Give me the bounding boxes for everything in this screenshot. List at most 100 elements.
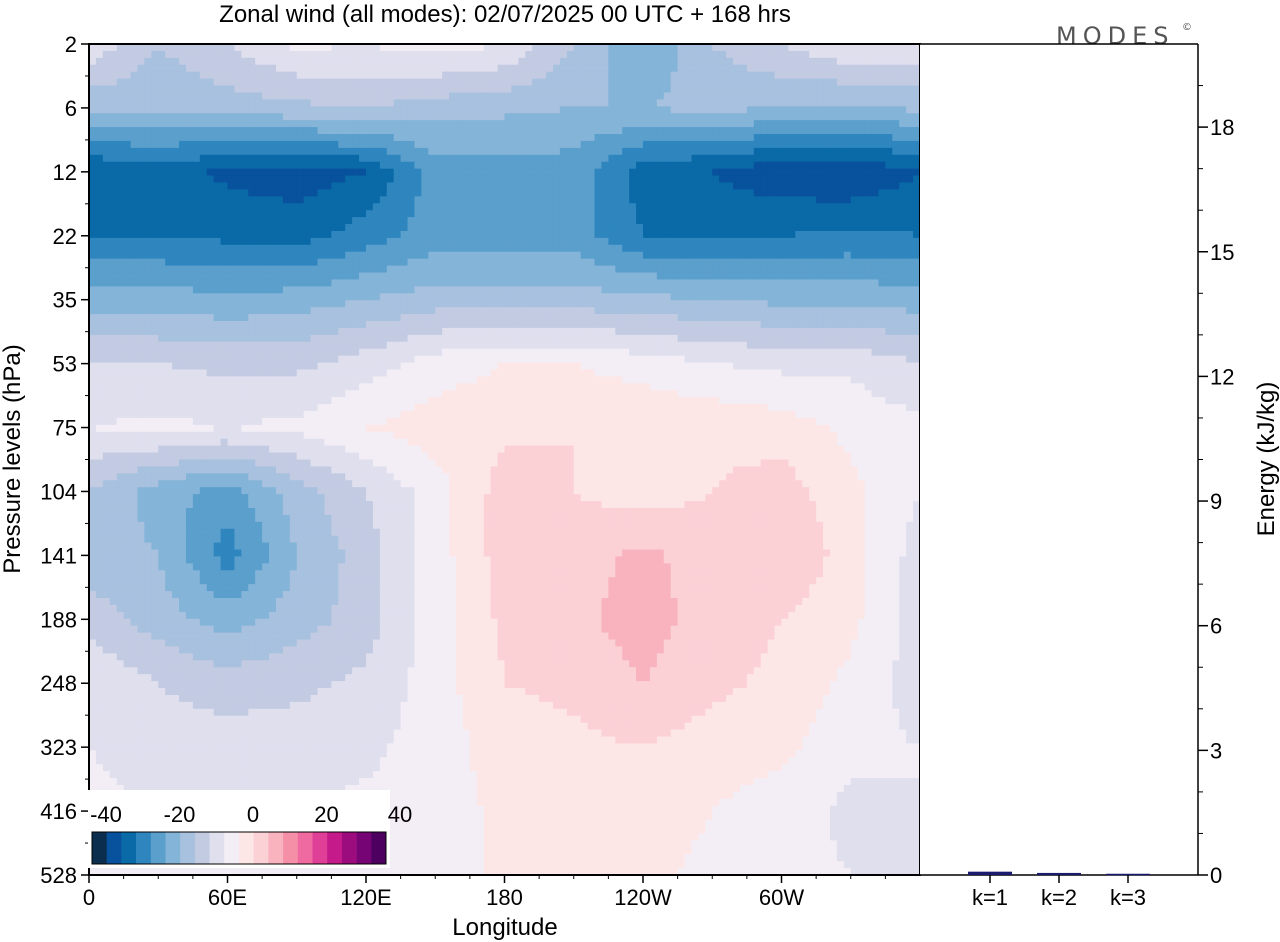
- heatmap-cell: [269, 327, 277, 336]
- heatmap-cell: [816, 113, 824, 121]
- heatmap-cell: [449, 168, 457, 177]
- heatmap-cell: [622, 134, 630, 142]
- heatmap-cell: [289, 85, 298, 94]
- heatmap-cell: [774, 265, 783, 274]
- heatmap-cell: [345, 120, 353, 128]
- heatmap-cell: [137, 44, 145, 52]
- heatmap-cell: [435, 147, 443, 156]
- heatmap-cell: [296, 321, 305, 329]
- heatmap-cell: [296, 85, 305, 94]
- heatmap-cell: [684, 279, 693, 287]
- heatmap-cell: [906, 99, 914, 107]
- heatmap-cell: [310, 113, 319, 121]
- heatmap-cell: [393, 85, 402, 94]
- heatmap-cell: [379, 168, 388, 177]
- heatmap-cell: [462, 224, 471, 232]
- heatmap-cell: [137, 258, 145, 267]
- heatmap-cell: [185, 286, 194, 294]
- heatmap-cell: [532, 57, 540, 66]
- heatmap-cell: [400, 64, 409, 73]
- heatmap-cell: [95, 258, 104, 267]
- heatmap-cell: [871, 57, 880, 66]
- heatmap-cell: [649, 321, 658, 329]
- heatmap-cell: [726, 237, 734, 246]
- heatmap-cell: [366, 161, 374, 170]
- heatmap-cell: [906, 210, 914, 218]
- heatmap-cell: [151, 140, 159, 149]
- heatmap-cell: [282, 154, 291, 163]
- heatmap-cell: [414, 189, 422, 197]
- heatmap-cell: [469, 210, 478, 218]
- heatmap-cell: [684, 286, 693, 294]
- heatmap-cell: [705, 127, 713, 135]
- heatmap-cell: [843, 230, 852, 239]
- heatmap-cell: [331, 196, 339, 204]
- heatmap-cell: [677, 182, 686, 191]
- heatmap-cell: [331, 327, 339, 336]
- heatmap-cell: [580, 293, 589, 301]
- heatmap-cell: [490, 258, 499, 267]
- heatmap-cell: [255, 224, 263, 232]
- heatmap-cell: [767, 321, 776, 329]
- heatmap-cell: [698, 224, 706, 232]
- heatmap-cell: [109, 64, 118, 73]
- heatmap-cell: [421, 237, 429, 246]
- heatmap-cell: [317, 224, 326, 232]
- heatmap-cell: [573, 78, 582, 87]
- heatmap-cell: [123, 140, 132, 149]
- heatmap-cell: [227, 71, 236, 80]
- heatmap-cell: [857, 321, 866, 329]
- heatmap-cell: [338, 265, 346, 274]
- heatmap-cell: [878, 272, 886, 281]
- heatmap-cell: [275, 64, 284, 73]
- heatmap-cell: [684, 57, 693, 66]
- heatmap-cell: [691, 251, 699, 260]
- heatmap-cell: [608, 217, 616, 225]
- heatmap-cell: [456, 113, 464, 121]
- heatmap-cell: [857, 120, 866, 128]
- heatmap-cell: [165, 85, 173, 94]
- heatmap-cell: [774, 71, 783, 80]
- heatmap-cell: [871, 147, 880, 156]
- heatmap-cell: [857, 279, 866, 287]
- heatmap-cell: [733, 286, 741, 294]
- heatmap-cell: [622, 78, 630, 87]
- heatmap-cell: [185, 230, 194, 239]
- heatmap-cell: [691, 154, 699, 163]
- heatmap-cell: [262, 147, 270, 156]
- heatmap-cell: [386, 71, 395, 80]
- heatmap-cell: [518, 182, 526, 191]
- heatmap-cell: [116, 92, 125, 100]
- heatmap-cell: [379, 244, 388, 253]
- heatmap-cell: [144, 154, 152, 163]
- heatmap-cell: [241, 78, 249, 87]
- heatmap-cell: [185, 113, 194, 121]
- heatmap-cell: [102, 210, 111, 218]
- heatmap-cell: [878, 189, 886, 197]
- heatmap-cell: [698, 265, 706, 274]
- heatmap-cell: [234, 210, 242, 218]
- heatmap-cell: [663, 265, 672, 274]
- heatmap-cell: [656, 307, 665, 315]
- heatmap-cell: [746, 175, 755, 184]
- heatmap-cell: [116, 85, 125, 94]
- heatmap-cell: [608, 321, 616, 329]
- heatmap-cell: [719, 134, 727, 142]
- heatmap-cell: [497, 314, 506, 322]
- heatmap-cell: [739, 140, 748, 149]
- heatmap-cell: [913, 140, 920, 149]
- heatmap-cell: [913, 168, 920, 177]
- heatmap-cell: [677, 286, 686, 294]
- heatmap-cell: [386, 189, 395, 197]
- heatmap-cell: [629, 71, 637, 80]
- heatmap-cell: [241, 127, 249, 135]
- heatmap-cell: [469, 127, 478, 135]
- heatmap-cell: [414, 307, 422, 315]
- heatmap-cell: [345, 168, 353, 177]
- heatmap-cell: [359, 168, 367, 177]
- heatmap-cell: [573, 182, 582, 191]
- heatmap-cell: [504, 50, 513, 59]
- heatmap-cell: [504, 293, 513, 301]
- heatmap-cell: [130, 44, 139, 52]
- heatmap-cell: [691, 140, 699, 149]
